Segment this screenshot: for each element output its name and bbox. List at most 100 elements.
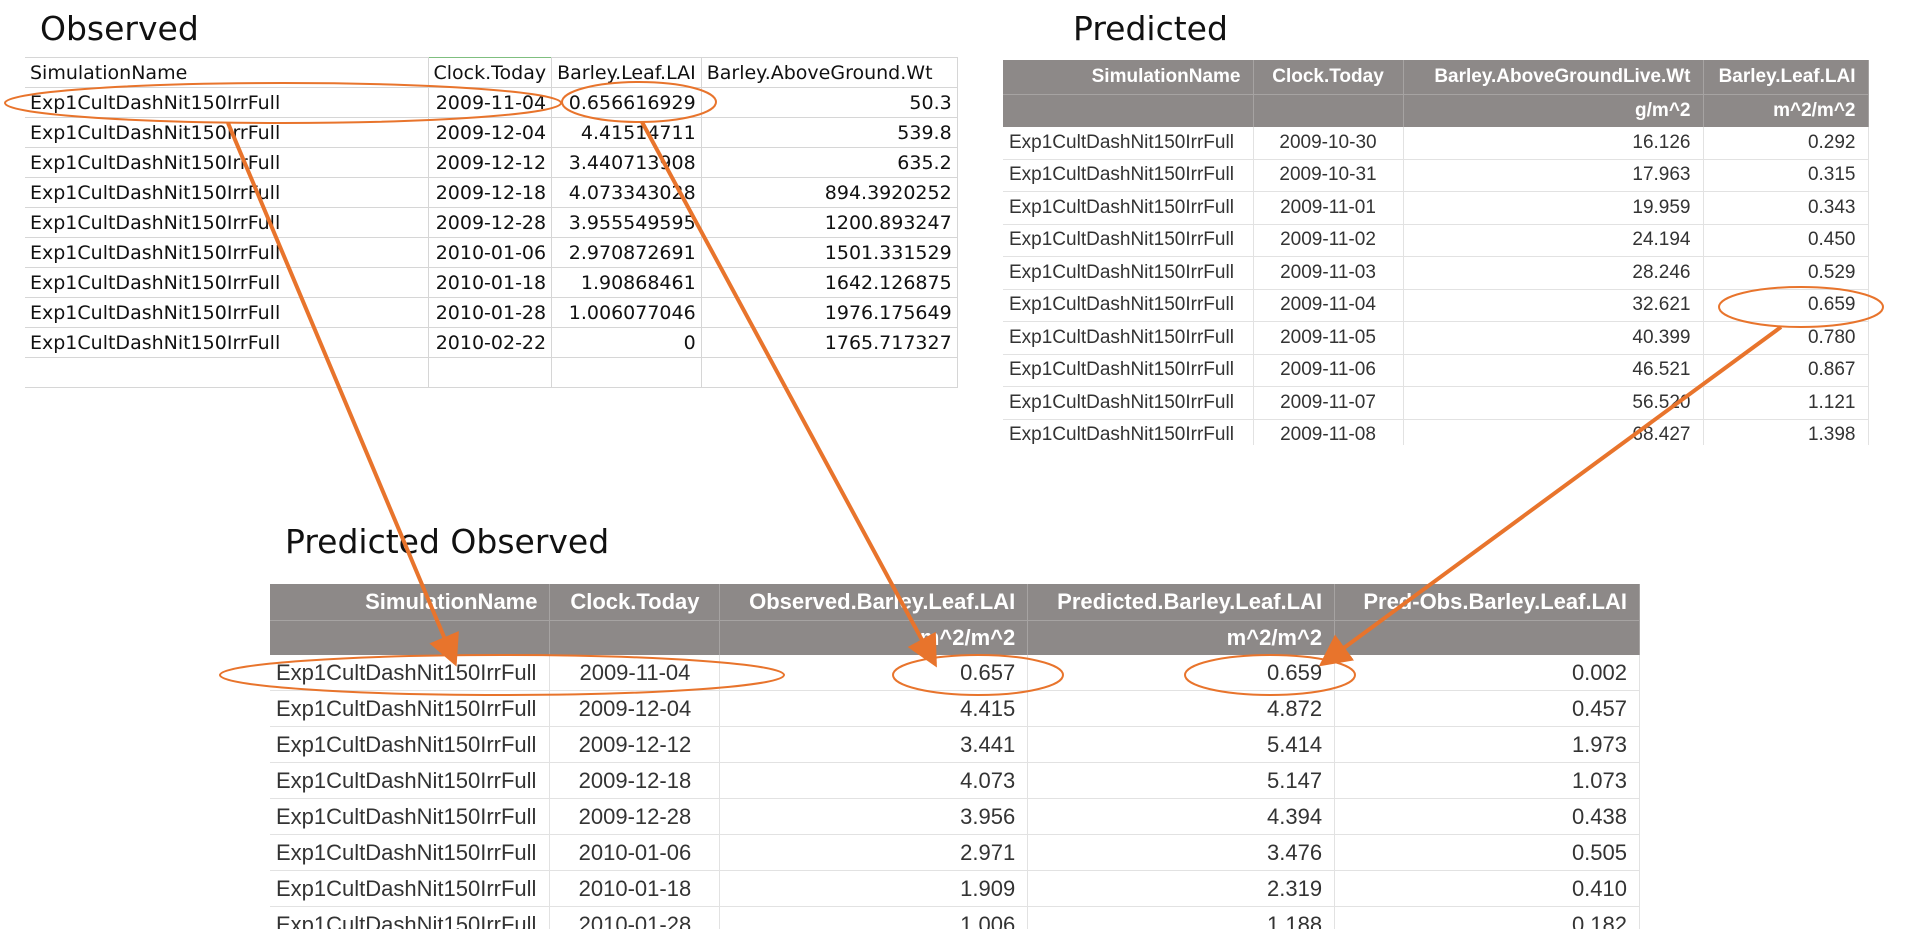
observed-cell: 2010-01-06	[428, 237, 553, 268]
predicted-observed-cell: Exp1CultDashNit150IrrFull	[270, 762, 551, 799]
observed-cell: Exp1CultDashNit150IrrFull	[25, 267, 429, 298]
observed-header-cell: Barley.Leaf.LAI	[551, 57, 702, 88]
observed-cell: 1976.175649	[701, 297, 958, 328]
predicted-observed-cell: 0.657	[719, 655, 1029, 691]
predicted-observed-cell: 2009-12-28	[549, 798, 721, 835]
predicted-header-cell: Barley.AboveGroundLive.Wt	[1403, 60, 1704, 95]
predicted-observed-units-cell	[270, 620, 551, 655]
predicted-observed-units-cell: m^2/m^2	[1027, 620, 1336, 655]
predicted-cell: 1.398	[1703, 419, 1869, 445]
predicted-observed-cell: 2009-12-04	[549, 690, 721, 727]
predicted-observed-table-viewport: SimulationName Clock.Today Observed.Barl…	[270, 584, 1640, 929]
predicted-observed-row: Exp1CultDashNit150IrrFull 2009-11-04 0.657…	[270, 655, 1640, 691]
observed-cell: Exp1CultDashNit150IrrFull	[25, 237, 429, 268]
observed-cell: 1.006077046	[551, 297, 702, 328]
predicted-observed-cell: 3.476	[1027, 834, 1336, 871]
predicted-cell: 2009-11-07	[1253, 386, 1404, 420]
observed-cell: Exp1CultDashNit150IrrFull	[25, 177, 429, 208]
predicted-observed-cell: 0.182	[1334, 906, 1640, 929]
observed-cell: 2010-01-18	[428, 267, 553, 298]
predicted-cell: 16.126	[1403, 127, 1704, 160]
predicted-cell: Exp1CultDashNit150IrrFull	[1003, 321, 1254, 355]
predicted-cell: Exp1CultDashNit150IrrFull	[1003, 224, 1254, 257]
predicted-cell: 2009-11-08	[1253, 419, 1404, 445]
predicted-observed-cell: 2009-12-12	[549, 726, 721, 763]
predicted-cell: 0.529	[1703, 256, 1869, 290]
predicted-row: Exp1CultDashNit150IrrFull 2009-11-05 40.39…	[1003, 321, 1869, 355]
predicted-units-cell: m^2/m^2	[1703, 94, 1869, 127]
observed-cell: 1642.126875	[701, 267, 958, 298]
predicted-cell: Exp1CultDashNit150IrrFull	[1003, 419, 1254, 445]
observed-cell: 4.073343028	[551, 177, 702, 208]
predicted-observed-row: Exp1CultDashNit150IrrFull 2009-12-12 3.441…	[270, 726, 1640, 763]
predicted-observed-cell: 2010-01-06	[549, 834, 721, 871]
predicted-observed-title: Predicted Observed	[285, 522, 610, 561]
predicted-cell: Exp1CultDashNit150IrrFull	[1003, 354, 1254, 387]
predicted-row: Exp1CultDashNit150IrrFull 2009-11-03 28.24…	[1003, 256, 1869, 290]
predicted-units-cell	[1253, 94, 1404, 127]
observed-cell: 2009-12-12	[428, 147, 553, 178]
observed-cell: 0	[551, 327, 702, 358]
predicted-observed-units-cell: m^2/m^2	[719, 620, 1029, 655]
predicted-table-viewport: SimulationName Clock.Today Barley.AboveG…	[1003, 60, 1883, 445]
predicted-observed-cell: 4.073	[719, 762, 1029, 799]
predicted-cell: 0.292	[1703, 127, 1869, 160]
predicted-header-cell: SimulationName	[1003, 60, 1254, 95]
observed-header-cell: SimulationName	[25, 57, 429, 88]
predicted-observed-cell: 0.002	[1334, 655, 1640, 691]
predicted-cell: Exp1CultDashNit150IrrFull	[1003, 159, 1254, 192]
observed-cell: 1765.717327	[701, 327, 958, 358]
predicted-cell: 0.867	[1703, 354, 1869, 387]
predicted-cell: 46.521	[1403, 354, 1704, 387]
observed-row: Exp1CultDashNit150IrrFull 2010-01-06 2.970…	[25, 237, 958, 268]
predicted-observed-cell: 1.909	[719, 870, 1029, 907]
predicted-observed-units-cell	[549, 620, 721, 655]
predicted-cell: 0.659	[1703, 289, 1869, 322]
predicted-observed-cell: 5.414	[1027, 726, 1336, 763]
predicted-cell: 2009-11-05	[1253, 321, 1404, 355]
observed-header-cell: Barley.AboveGround.Wt	[701, 57, 958, 88]
predicted-observed-cell: 2.319	[1027, 870, 1336, 907]
observed-cell: 539.8	[701, 117, 958, 148]
observed-empty-cell	[25, 357, 429, 388]
predicted-cell: 68.427	[1403, 419, 1704, 445]
observed-row: Exp1CultDashNit150IrrFull 2010-01-18 1.908…	[25, 267, 958, 298]
predicted-units-cell: g/m^2	[1403, 94, 1704, 127]
observed-title: Observed	[40, 9, 199, 48]
predicted-observed-units-row: m^2/m^2 m^2/m^2	[270, 620, 1640, 655]
predicted-observed-header-row: SimulationName Clock.Today Observed.Barl…	[270, 584, 1640, 621]
predicted-cell: Exp1CultDashNit150IrrFull	[1003, 289, 1254, 322]
predicted-cell: 2009-10-31	[1253, 159, 1404, 192]
observed-cell: 1501.331529	[701, 237, 958, 268]
predicted-row: Exp1CultDashNit150IrrFull 2009-11-01 19.95…	[1003, 191, 1869, 225]
predicted-cell: Exp1CultDashNit150IrrFull	[1003, 256, 1254, 290]
observed-cell: 2009-12-04	[428, 117, 553, 148]
observed-cell: 3.955549595	[551, 207, 702, 238]
predicted-cell: 2009-11-03	[1253, 256, 1404, 290]
predicted-observed-cell: Exp1CultDashNit150IrrFull	[270, 870, 551, 907]
observed-row: Exp1CultDashNit150IrrFull 2009-12-04 4.415…	[25, 117, 958, 148]
observed-empty-cell	[551, 357, 702, 388]
observed-row: Exp1CultDashNit150IrrFull 2009-12-28 3.955…	[25, 207, 958, 238]
predicted-cell: Exp1CultDashNit150IrrFull	[1003, 191, 1254, 225]
predicted-cell: 0.343	[1703, 191, 1869, 225]
predicted-observed-cell: 2010-01-28	[549, 906, 721, 929]
observed-cell: 635.2	[701, 147, 958, 178]
observed-cell: Exp1CultDashNit150IrrFull	[25, 87, 429, 118]
predicted-cell: 2009-11-06	[1253, 354, 1404, 387]
predicted-observed-cell: 3.956	[719, 798, 1029, 835]
predicted-row: Exp1CultDashNit150IrrFull 2009-11-08 68.42…	[1003, 419, 1869, 445]
observed-empty-cell	[701, 357, 958, 388]
predicted-cell: 2009-11-02	[1253, 224, 1404, 257]
predicted-observed-cell: 0.659	[1027, 655, 1336, 691]
predicted-observed-table: SimulationName Clock.Today Observed.Barl…	[270, 584, 1640, 929]
predicted-observed-cell: 0.457	[1334, 690, 1640, 727]
observed-cell: 2009-11-04	[428, 87, 553, 118]
predicted-observed-cell: Exp1CultDashNit150IrrFull	[270, 655, 551, 691]
observed-row: Exp1CultDashNit150IrrFull 2010-01-28 1.006…	[25, 297, 958, 328]
predicted-cell: 0.780	[1703, 321, 1869, 355]
predicted-observed-cell: Exp1CultDashNit150IrrFull	[270, 834, 551, 871]
predicted-observed-header-cell: Observed.Barley.Leaf.LAI	[719, 584, 1029, 621]
observed-cell: 2.970872691	[551, 237, 702, 268]
predicted-observed-cell: Exp1CultDashNit150IrrFull	[270, 690, 551, 727]
